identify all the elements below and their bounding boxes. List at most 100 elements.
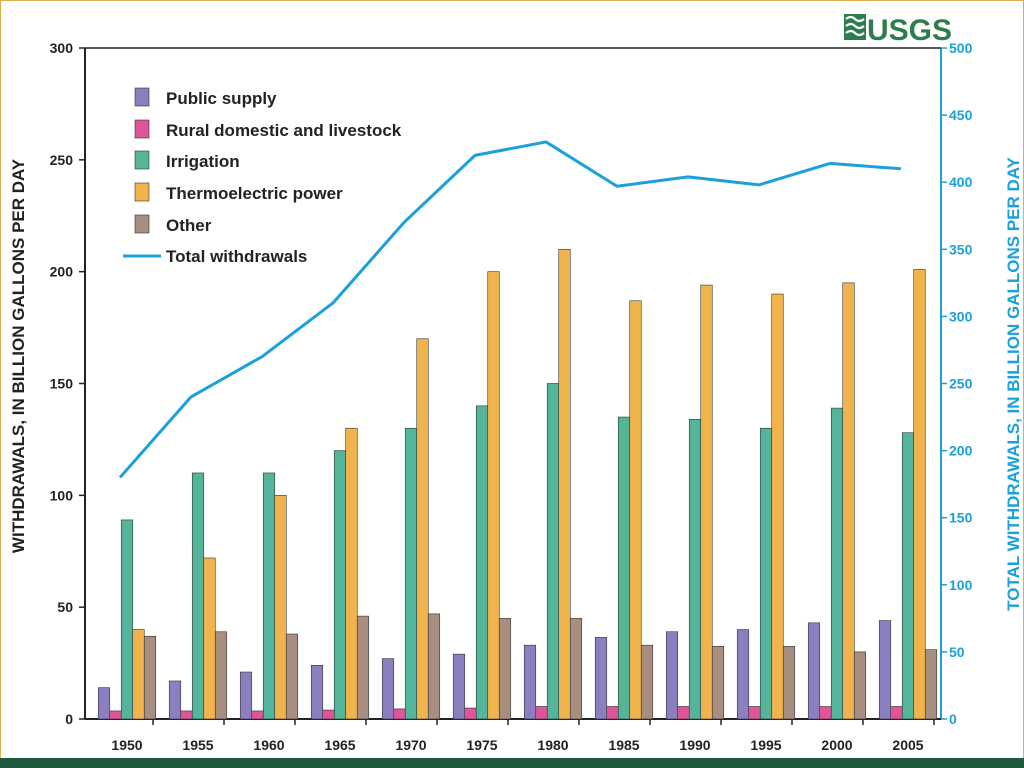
total-withdrawals-line-group [118, 140, 902, 479]
x-tick-label-1995: 1995 [750, 737, 781, 753]
bar-thermoelectric-1955 [203, 557, 216, 720]
bar-public_supply-2005 [878, 620, 892, 720]
x-tick-label-1980: 1980 [537, 737, 568, 753]
bar-rural-1985 [606, 706, 619, 720]
legend-label-rural: Rural domestic and livestock [166, 121, 402, 140]
left-tick-label: 200 [50, 264, 74, 280]
bar-other-2005 [924, 649, 938, 720]
bar-public_supply-1970 [381, 658, 395, 720]
bar-public_supply-1965 [310, 665, 324, 720]
left-tick-label: 0 [65, 711, 73, 727]
bar-thermoelectric-2005 [913, 269, 926, 720]
bar-thermoelectric-1990 [700, 284, 713, 720]
bar-thermoelectric-1985 [629, 300, 642, 720]
x-tick-label-1950: 1950 [111, 737, 142, 753]
bar-thermoelectric-2000 [842, 282, 855, 720]
right-tick-label: 200 [949, 443, 973, 459]
bar-irrigation-2005 [901, 432, 915, 720]
bar-thermoelectric-1965 [345, 427, 358, 720]
bar-thermoelectric-1970 [416, 338, 429, 720]
bar-rural-1980 [535, 706, 548, 720]
x-tick-label-2005: 2005 [892, 737, 923, 753]
left-y-ticks: 0 50 100 150 200 250 300 [50, 40, 85, 727]
bar-other-1995 [782, 646, 796, 720]
legend-label-public-supply: Public supply [166, 89, 277, 108]
bar-other-1990 [711, 646, 725, 720]
x-tick-label-2000: 2000 [821, 737, 852, 753]
bar-other-2000 [853, 651, 867, 720]
right-tick-label: 50 [949, 644, 965, 660]
x-tick-label-1960: 1960 [253, 737, 284, 753]
right-tick-label: 0 [949, 711, 957, 727]
bar-irrigation-1970 [404, 427, 418, 720]
bar-public_supply-1990 [665, 631, 679, 720]
bar-thermoelectric-1995 [771, 293, 784, 720]
bar-public_supply-2000 [807, 622, 821, 720]
x-ticks: 1950 1955 1960 1965 1970 1975 1980 1985 1990 1995… [111, 719, 935, 753]
bar-public_supply-1960 [239, 671, 253, 720]
x-tick-label-1965: 1965 [324, 737, 355, 753]
bar-irrigation-2000 [830, 407, 844, 720]
bar-public_supply-1985 [594, 637, 608, 720]
left-tick-label: 250 [50, 152, 74, 168]
x-tick-label-1990: 1990 [679, 737, 710, 753]
bar-irrigation-1995 [759, 427, 773, 720]
bar-thermoelectric-1980 [558, 249, 571, 720]
bar-public_supply-1955 [168, 680, 182, 720]
bar-public_supply-1980 [523, 644, 537, 720]
bar-irrigation-1990 [688, 418, 702, 720]
bar-other-1980 [569, 618, 583, 720]
bar-rural-2000 [819, 706, 832, 720]
legend-swatch-irrigation [134, 150, 150, 170]
legend-label-other: Other [166, 216, 212, 235]
bar-thermoelectric-1960 [274, 495, 287, 720]
legend-swatch-thermoelectric [134, 182, 150, 202]
right-tick-label: 350 [949, 241, 973, 257]
right-tick-label: 450 [949, 107, 973, 123]
legend-swatch-other [134, 214, 150, 234]
bar-other-1970 [427, 613, 441, 720]
bar-thermoelectric-1975 [487, 271, 500, 720]
bar-rural-1970 [393, 708, 406, 720]
bar-rural-1995 [748, 706, 761, 720]
bar-public_supply-1950 [97, 687, 111, 720]
right-tick-label: 500 [949, 40, 973, 56]
bar-thermoelectric-1950 [132, 629, 145, 720]
bar-rural-1950 [109, 710, 122, 720]
legend-label-total: Total withdrawals [166, 247, 307, 266]
right-tick-label: 300 [949, 308, 973, 324]
x-tick-label-1975: 1975 [466, 737, 497, 753]
bar-irrigation-1955 [191, 472, 205, 720]
bar-rural-1960 [251, 710, 264, 720]
right-tick-label: 250 [949, 376, 973, 392]
left-tick-label: 50 [57, 599, 73, 615]
right-tick-label: 100 [949, 577, 973, 593]
x-tick-label-1985: 1985 [608, 737, 639, 753]
bar-rural-1975 [464, 707, 477, 720]
bar-rural-2005 [890, 706, 903, 720]
bottom-band [0, 758, 1024, 768]
usgs-logo-text: USGS [867, 14, 952, 47]
bar-irrigation-1975 [475, 405, 489, 720]
x-tick-label-1970: 1970 [395, 737, 426, 753]
bars [97, 249, 938, 720]
bar-rural-1955 [180, 710, 193, 720]
left-tick-label: 100 [50, 487, 74, 503]
legend: Public supply Rural domestic and livesto… [123, 87, 402, 266]
left-tick-label: 300 [50, 40, 74, 56]
legend-label-irrigation: Irrigation [166, 152, 240, 171]
bar-irrigation-1985 [617, 416, 631, 720]
bar-irrigation-1960 [262, 472, 276, 720]
bar-irrigation-1950 [120, 519, 134, 720]
bar-irrigation-1980 [546, 383, 560, 720]
right-y-ticks: 0 50 100 150 200 250 300 350 400 450 500 [941, 40, 973, 727]
left-tick-label: 150 [50, 376, 74, 392]
right-tick-label: 150 [949, 510, 973, 526]
right-tick-label: 400 [949, 174, 973, 190]
x-tick-label-1955: 1955 [182, 737, 213, 753]
bar-public_supply-1995 [736, 629, 750, 720]
total-withdrawals-line [118, 140, 902, 479]
usgs-logo: USGS [844, 14, 952, 47]
bar-other-1960 [285, 633, 299, 720]
